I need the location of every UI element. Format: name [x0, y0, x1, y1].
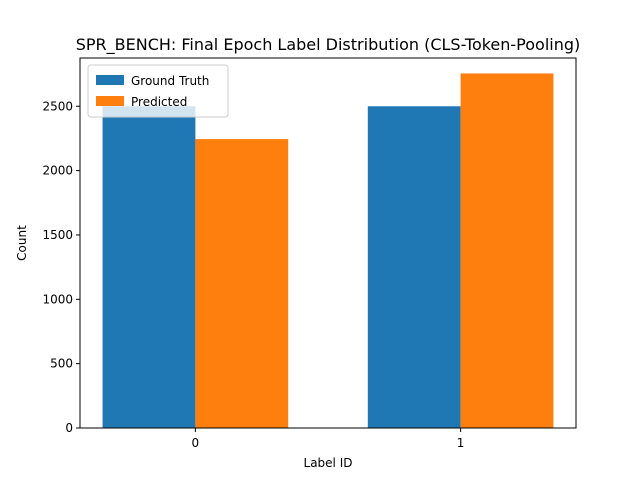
y-axis-label: Count — [15, 225, 29, 261]
bar-ground-truth-0 — [102, 106, 196, 428]
legend-box — [87, 64, 229, 118]
legend-swatch-ground-truth — [96, 75, 124, 85]
chart-title: SPR_BENCH: Final Epoch Label Distributio… — [76, 35, 581, 55]
y-axis: 0 500 1000 1500 2000 2500 — [42, 99, 80, 435]
y-tick-label: 0 — [65, 421, 73, 435]
y-tick-label: 500 — [50, 357, 73, 371]
legend-label-predicted: Predicted — [131, 95, 187, 109]
bars — [102, 73, 554, 428]
legend: Ground Truth Predicted — [87, 64, 229, 118]
y-tick-label: 1000 — [42, 292, 73, 306]
bar-ground-truth-1 — [367, 106, 461, 428]
x-tick-label: 0 — [192, 436, 200, 450]
plot-frame — [79, 57, 577, 429]
x-tick-label: 1 — [457, 436, 465, 450]
legend-swatch-predicted — [96, 96, 124, 106]
x-axis-label: Label ID — [304, 456, 353, 470]
legend-label-ground-truth: Ground Truth — [131, 74, 209, 88]
y-tick-label: 2500 — [42, 99, 73, 113]
bar-predicted-0 — [195, 139, 289, 428]
bar-predicted-1 — [460, 73, 554, 428]
y-tick-label: 2000 — [42, 164, 73, 178]
y-tick-label: 1500 — [42, 228, 73, 242]
